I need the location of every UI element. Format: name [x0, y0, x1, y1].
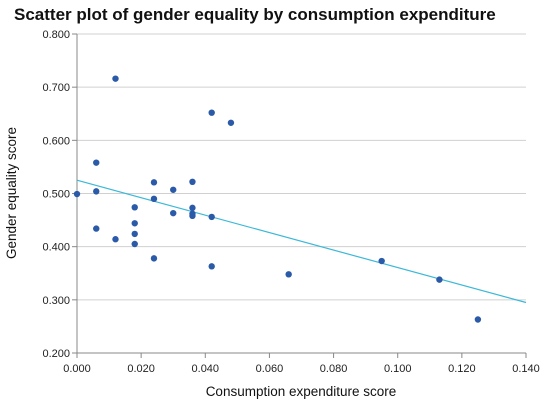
y-axis-label: Gender equality score: [4, 127, 19, 259]
x-tick-label: 0.080: [320, 363, 348, 375]
data-point: [170, 209, 177, 217]
x-tick-label: 0.100: [384, 363, 412, 375]
y-tick-label: 0.300: [42, 295, 70, 307]
trendline: [76, 179, 527, 304]
data-point: [227, 119, 235, 126]
y-tick-label: 0.200: [42, 348, 70, 360]
data-point: [189, 178, 196, 186]
x-axis-ticks: 0.000 0.020 0.040 0.060 0.080 0.100 0.120 0.140: [63, 353, 540, 375]
trendline-group: [76, 179, 527, 304]
data-point: [170, 186, 177, 193]
data-point: [208, 263, 215, 270]
data-point: [189, 212, 196, 220]
x-axis-label: Consumption expenditure score: [206, 384, 397, 399]
chart-title: Scatter plot of gender equality by consu…: [14, 5, 496, 24]
y-tick-label: 0.800: [42, 29, 70, 41]
data-point: [93, 225, 100, 232]
data-point: [131, 230, 138, 238]
data-point: [112, 75, 119, 82]
data-point: [378, 257, 385, 265]
x-tick-label: 0.140: [512, 363, 540, 375]
x-tick-label: 0.020: [127, 363, 155, 375]
x-tick-label: 0.060: [256, 363, 284, 375]
x-tick-label: 0.120: [448, 363, 476, 375]
data-point: [285, 271, 292, 278]
data-point: [208, 213, 215, 221]
data-point: [150, 195, 158, 203]
data-point: [150, 255, 158, 262]
y-tick-label: 0.600: [42, 135, 70, 147]
data-point: [189, 204, 196, 212]
y-tick-label: 0.700: [42, 82, 70, 94]
y-tick-label: 0.400: [42, 242, 70, 254]
y-axis-ticks: 0.200 0.300 0.400 0.500 0.600 0.700 0.800: [42, 29, 77, 360]
data-point: [436, 276, 443, 283]
data-point: [131, 204, 138, 211]
gridlines: [77, 33, 526, 354]
data-point: [150, 179, 158, 186]
data-points: [73, 75, 482, 323]
data-point: [112, 236, 119, 243]
data-point: [131, 240, 138, 248]
x-tick-label: 0.000: [63, 363, 91, 375]
x-tick-label: 0.040: [192, 363, 220, 375]
y-tick-label: 0.500: [42, 189, 70, 201]
data-point: [93, 188, 100, 195]
data-point: [208, 109, 215, 116]
data-point: [131, 220, 138, 227]
data-point: [73, 190, 81, 198]
data-point: [474, 316, 482, 323]
data-point: [93, 159, 100, 166]
